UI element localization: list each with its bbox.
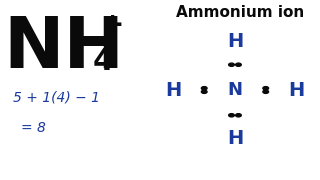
Circle shape [229,63,234,66]
Circle shape [263,87,268,90]
Circle shape [236,114,241,117]
Text: 5 + 1(4) − 1: 5 + 1(4) − 1 [12,90,100,104]
Text: H: H [288,80,305,100]
Text: 4: 4 [93,47,114,76]
Circle shape [229,114,234,117]
Text: H: H [227,32,243,51]
Circle shape [236,63,241,66]
Text: H: H [227,129,243,148]
Text: H: H [165,80,181,100]
Text: NH: NH [3,14,124,83]
Text: Ammonium ion: Ammonium ion [176,5,304,20]
Text: = 8: = 8 [20,121,45,135]
Circle shape [263,90,268,93]
Circle shape [201,90,207,93]
Text: +: + [101,11,124,39]
Circle shape [201,87,207,90]
Text: N: N [228,81,243,99]
